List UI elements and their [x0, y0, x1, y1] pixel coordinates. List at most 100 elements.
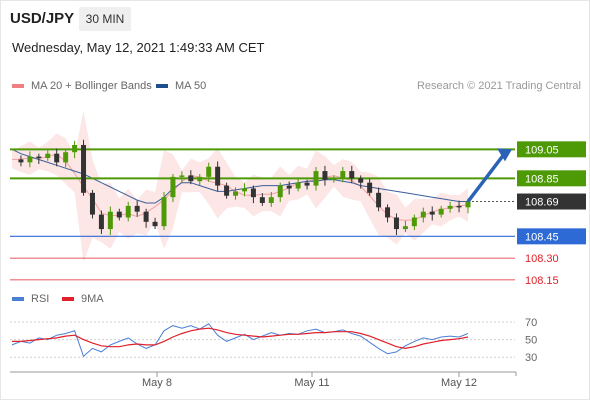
level-label-108-85: 108.85	[525, 173, 559, 185]
candle-body	[393, 217, 399, 230]
legend-rsi: RSI	[12, 293, 49, 305]
candle-17	[161, 191, 167, 231]
level-label-108-15: 108.15	[525, 275, 559, 287]
candle-41	[376, 187, 382, 212]
candle-2	[27, 151, 33, 168]
candle-35	[322, 165, 328, 186]
candle-3	[36, 153, 42, 164]
candle-45	[411, 214, 417, 231]
candle-15	[143, 208, 149, 228]
candle-37	[340, 167, 346, 183]
ma9-swatch	[62, 297, 74, 301]
x-label-2: May 12	[441, 377, 477, 389]
candle-body	[233, 191, 239, 196]
x-label-1: May 11	[294, 377, 329, 389]
rsi-series-9ma	[12, 327, 469, 350]
level-label-108-69: 108.69	[525, 197, 559, 209]
candle-body	[98, 214, 104, 230]
candle-11	[107, 206, 113, 236]
candle-48	[438, 205, 444, 218]
candle-body	[27, 156, 33, 163]
candle-32	[295, 177, 301, 192]
level-label-109-05: 109.05	[525, 144, 559, 156]
copyright-label: Research © 2021 Trading Central	[416, 80, 581, 92]
candle-body	[170, 176, 176, 198]
candle-23	[215, 161, 221, 192]
candle-25	[233, 187, 239, 200]
candle-body	[465, 201, 471, 208]
legend-rsi-label: RSI	[31, 293, 50, 305]
candle-body	[224, 185, 230, 196]
candle-body	[143, 211, 149, 222]
candle-body	[179, 175, 185, 177]
candle-body	[161, 197, 167, 227]
candle-body	[54, 153, 60, 163]
rsi-series-rsi	[11, 323, 469, 358]
candle-27	[250, 185, 256, 204]
candle-43	[393, 213, 399, 236]
timeframe-button[interactable]: 30 MIN	[79, 7, 131, 31]
bollinger-band	[12, 111, 468, 263]
candle-body	[429, 211, 435, 215]
candle-body	[286, 185, 292, 189]
candle-body	[447, 205, 453, 209]
candle-body	[18, 159, 24, 163]
candle-18	[170, 173, 176, 203]
ma20-line	[11, 153, 469, 221]
level-box-109-05	[517, 141, 586, 158]
candle-8	[81, 139, 87, 196]
rsi-tick-50: 50	[525, 335, 537, 347]
candle-body	[331, 178, 337, 180]
legend-ma20: MA 20 + Bollinger Bands	[12, 80, 152, 92]
candle-44	[402, 220, 408, 232]
candle-body	[385, 207, 391, 218]
candle-body	[89, 192, 95, 215]
candle-body	[36, 156, 42, 159]
candle-4	[45, 149, 51, 161]
candle-body	[349, 171, 355, 179]
candle-body	[295, 182, 301, 189]
candle-body	[367, 182, 373, 193]
candle-49	[447, 201, 453, 213]
candle-body	[241, 188, 247, 192]
legend-9ma: 9MA	[62, 293, 104, 305]
candle-13	[125, 201, 131, 222]
candle-50	[456, 200, 462, 213]
candle-33	[304, 179, 310, 190]
candle-20	[188, 170, 194, 185]
x-label-0: May 8	[142, 377, 172, 389]
candle-12	[116, 208, 122, 221]
candle-body	[134, 205, 140, 212]
candle-29	[268, 191, 274, 207]
candle-body	[215, 166, 221, 186]
candle-39	[358, 175, 364, 189]
candle-1	[18, 155, 24, 167]
legend-ma20-label: MA 20 + Bollinger Bands	[31, 80, 152, 92]
candle-body	[107, 211, 113, 230]
candle-body	[304, 182, 310, 186]
rsi-swatch	[12, 297, 24, 301]
rsi-tick-30: 30	[525, 352, 537, 364]
candle-body	[313, 171, 319, 186]
candle-47	[429, 206, 435, 221]
ma50-swatch	[156, 84, 168, 88]
candle-21	[197, 173, 203, 186]
candle-6	[63, 149, 69, 168]
ma20-swatch	[12, 84, 24, 88]
candle-40	[367, 178, 373, 196]
candle-42	[385, 204, 391, 223]
candle-30	[277, 182, 283, 203]
candle-24	[224, 182, 230, 199]
candle-body	[438, 208, 444, 215]
forecast-arrow-head	[497, 148, 512, 162]
candle-26	[241, 183, 247, 197]
symbol-label: USD/JPY	[10, 10, 75, 27]
level-label-108-45: 108.45	[525, 231, 559, 243]
candle-36	[331, 175, 337, 183]
candle-5	[54, 148, 60, 167]
legend-9ma-label: 9MA	[81, 293, 104, 305]
candle-38	[349, 165, 355, 184]
candle-28	[259, 193, 265, 206]
candle-body	[72, 144, 78, 153]
